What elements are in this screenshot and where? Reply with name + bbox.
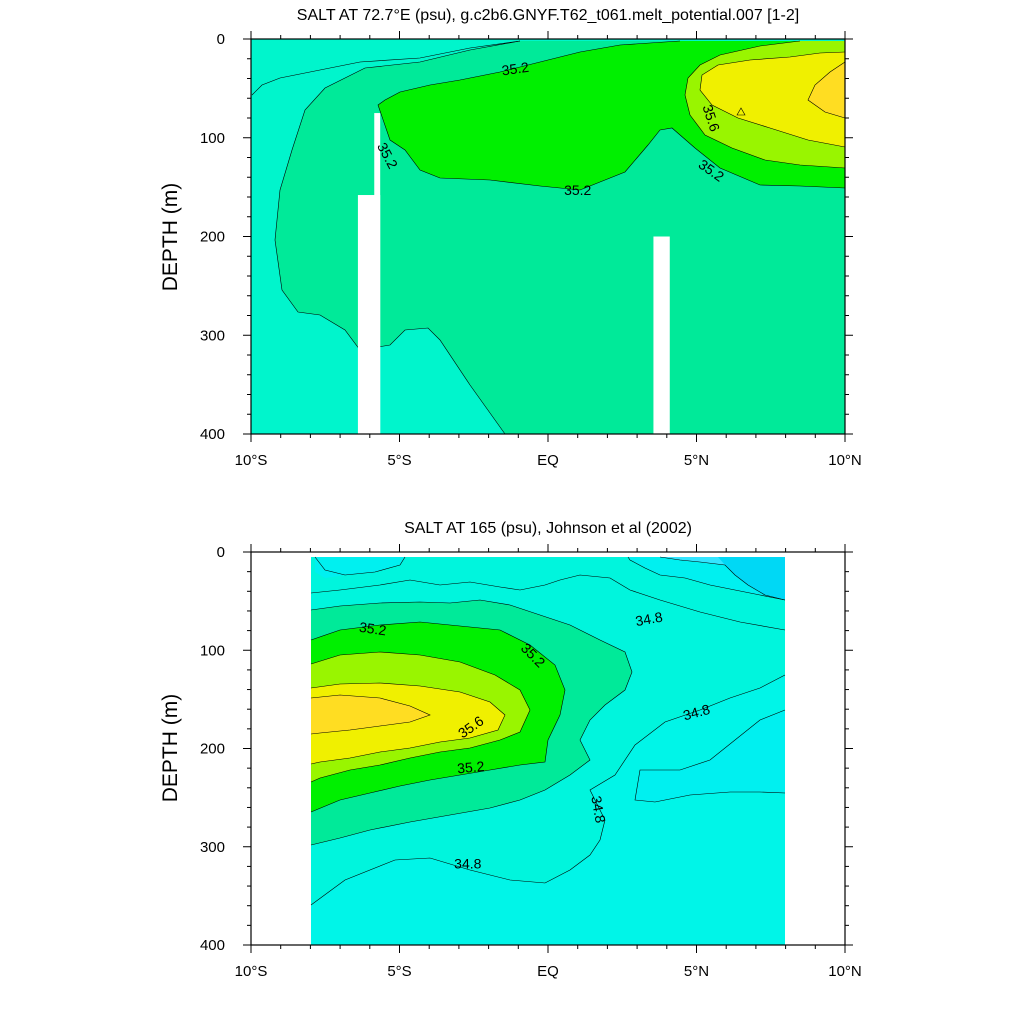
bottom-contour-label: 34.8: [681, 701, 712, 724]
bottom-contour-line-34.8-lower: [310, 674, 786, 906]
top-missing-column: [653, 236, 670, 434]
bottom-region-below-34.2: [718, 557, 785, 600]
bottom-panel: SALT AT 165 (psu), Johnson et al (2002) …: [159, 520, 862, 980]
top-region-35.6-35.8: [700, 52, 845, 147]
bottom-contour-labels: 35.235.234.835.634.835.234.834.8: [358, 609, 712, 872]
bottom-contour-line-34.4: [659, 556, 786, 601]
bottom-contour-line-34.6-lower: [634, 709, 786, 803]
top-region-35.8-plus: [808, 62, 845, 118]
top-y-tick-label: 400: [200, 426, 225, 443]
bottom-y-axis-label: DEPTH (m): [159, 694, 182, 803]
top-contour-line-35.0-upper: [251, 40, 521, 96]
bottom-x-tick-label: 10°N: [828, 963, 862, 980]
bottom-chart-title: SALT AT 165 (psu), Johnson et al (2002): [404, 520, 692, 537]
bottom-contour-fill: [310, 556, 786, 945]
bottom-contour-label: 34.8: [454, 855, 481, 871]
top-contour-line-35.0: [274, 40, 521, 435]
bottom-y-tick-label: 300: [200, 839, 225, 856]
bottom-region-lower-right-cyan: [311, 675, 785, 945]
top-axes: 10°S 5°S EQ 5°N 10°N 0 100 200 300 400: [200, 31, 862, 469]
top-y-axis-label: DEPTH (m): [159, 183, 182, 292]
top-missing-column: [374, 113, 381, 434]
top-x-tick-label: 5°N: [684, 452, 709, 469]
bottom-contour-line-34.6-topright: [627, 556, 786, 601]
bottom-x-tick-label: EQ: [537, 963, 559, 980]
bottom-contour-line-34.8-top: [310, 574, 786, 631]
bottom-y-tick-label: 0: [217, 544, 225, 561]
top-contour-fill: [251, 39, 846, 435]
bottom-x-tick-label: 5°N: [684, 963, 709, 980]
bottom-contour-line-35.2: [310, 621, 566, 813]
top-panel: SALT AT 72.7°E (psu), g.c2b6.GNYF.T62_t0…: [159, 7, 862, 469]
bottom-contour-label: 35.2: [358, 619, 387, 639]
top-y-tick-label: 200: [200, 229, 225, 246]
bottom-contour-line-35.6: [310, 682, 506, 765]
bottom-x-tick-label: 5°S: [387, 963, 411, 980]
top-y-tick-label: 100: [200, 130, 225, 147]
top-x-tick-label: 10°N: [828, 452, 862, 469]
top-missing-data-columns: [357, 113, 670, 434]
bottom-x-tick-label: 10°S: [235, 963, 268, 980]
bottom-contour-line-35.4: [310, 651, 531, 783]
top-small-contour: [736, 107, 746, 116]
top-y-tick-label: 300: [200, 327, 225, 344]
bottom-y-tick-label: 100: [200, 642, 225, 659]
top-contour-line-35.4: [684, 40, 846, 169]
bottom-region-topleft-cyan: [315, 557, 405, 578]
top-contour-labels: 35.235.235.235.635.2: [374, 59, 727, 198]
top-chart-title: SALT AT 72.7°E (psu), g.c2b6.GNYF.T62_t0…: [297, 7, 799, 24]
bottom-y-tick-label: 400: [200, 937, 225, 954]
top-contour-line-35.6: [699, 51, 846, 148]
bottom-axes: 10°S 5°S EQ 5°N 10°N 0 100 200 300 400: [200, 544, 862, 980]
bottom-region-34.6-corner: [635, 710, 785, 802]
top-contour-label: 35.2: [501, 59, 530, 79]
bottom-contour-line-35.0: [310, 599, 633, 846]
top-contour-line-35.8: [807, 61, 846, 119]
bottom-contour-label: 35.2: [457, 758, 486, 776]
bottom-region-35.8-plus: [311, 695, 430, 734]
top-y-tick-label: 0: [217, 31, 225, 48]
top-contour-line-35.2: [377, 40, 846, 191]
top-x-tick-label: EQ: [537, 452, 559, 469]
bottom-contour-label: 34.8: [588, 795, 609, 825]
top-x-tick-label: 10°S: [235, 452, 268, 469]
top-contour-label: 35.2: [564, 182, 591, 198]
bottom-y-tick-label: 200: [200, 741, 225, 758]
bottom-contour-line-35.8: [310, 694, 431, 735]
top-x-tick-label: 5°S: [387, 452, 411, 469]
bottom-contour-line-34.6-topleft: [314, 556, 406, 576]
bottom-contour-label: 34.8: [634, 609, 664, 630]
